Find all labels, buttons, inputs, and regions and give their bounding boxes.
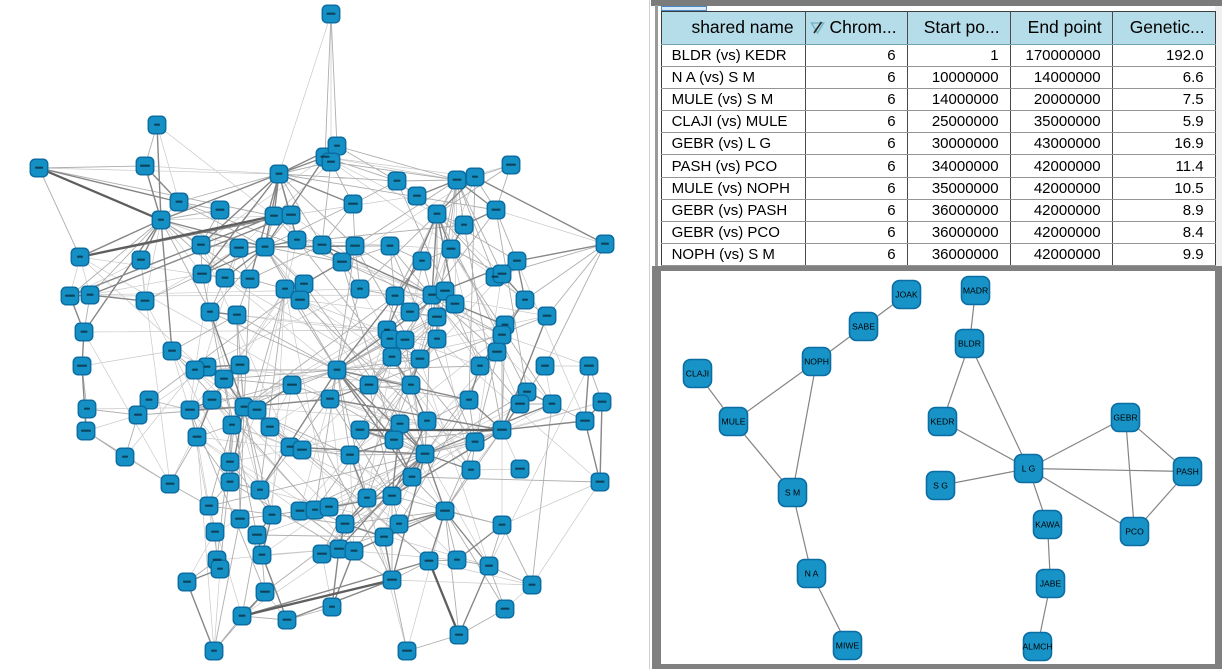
- svg-text:JABE: JABE: [1039, 578, 1061, 588]
- svg-text:ALMCH: ALMCH: [1022, 641, 1052, 651]
- svg-text:SABE: SABE: [852, 321, 875, 331]
- svg-text:L G: L G: [1021, 463, 1035, 473]
- svg-text:KAWA: KAWA: [1035, 519, 1060, 529]
- svg-text:NOPH: NOPH: [804, 356, 829, 366]
- svg-text:MIWE: MIWE: [835, 640, 859, 650]
- svg-text:JOAK: JOAK: [895, 289, 918, 299]
- svg-text:BLDR: BLDR: [958, 338, 981, 348]
- svg-text:S G: S G: [933, 480, 948, 490]
- svg-text:MULE: MULE: [721, 416, 745, 426]
- svg-text:N A: N A: [804, 568, 818, 578]
- svg-text:MADR: MADR: [962, 285, 987, 295]
- svg-text:KEDR: KEDR: [930, 416, 954, 426]
- svg-text:S M: S M: [784, 487, 799, 497]
- svg-text:PCO: PCO: [1125, 526, 1144, 536]
- svg-text:GEBR: GEBR: [1113, 412, 1137, 422]
- svg-text:PASH: PASH: [1176, 466, 1199, 476]
- svg-text:CLAJI: CLAJI: [685, 368, 708, 378]
